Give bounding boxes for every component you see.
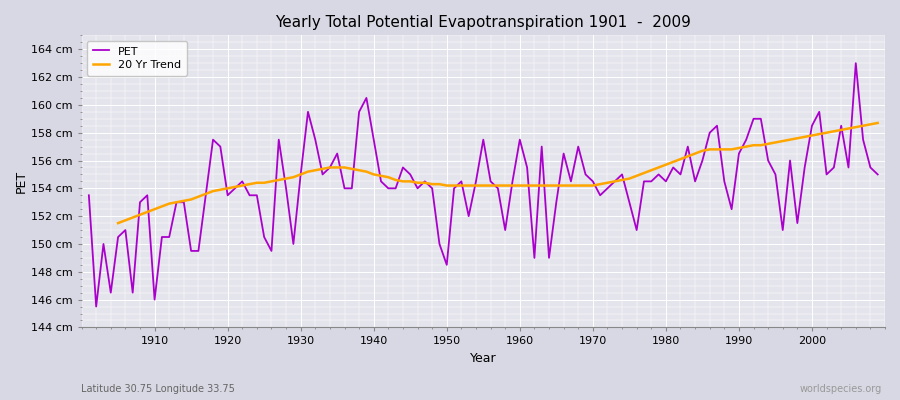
Y-axis label: PET: PET bbox=[15, 170, 28, 193]
20 Yr Trend bbox=[661, 162, 671, 167]
PET bbox=[515, 137, 526, 142]
PET bbox=[354, 110, 364, 114]
PET bbox=[872, 172, 883, 177]
20 Yr Trend bbox=[112, 221, 123, 226]
20 Yr Trend bbox=[858, 123, 868, 128]
Title: Yearly Total Potential Evapotranspiration 1901  -  2009: Yearly Total Potential Evapotranspiratio… bbox=[275, 15, 691, 30]
20 Yr Trend bbox=[441, 183, 452, 188]
PET bbox=[522, 165, 533, 170]
Line: 20 Yr Trend: 20 Yr Trend bbox=[118, 123, 878, 223]
20 Yr Trend bbox=[668, 160, 679, 164]
X-axis label: Year: Year bbox=[470, 352, 497, 365]
PET bbox=[91, 304, 102, 309]
PET bbox=[850, 61, 861, 66]
20 Yr Trend bbox=[215, 187, 226, 192]
PET bbox=[310, 137, 320, 142]
PET bbox=[149, 297, 160, 302]
20 Yr Trend bbox=[872, 120, 883, 125]
Text: worldspecies.org: worldspecies.org bbox=[800, 384, 882, 394]
PET bbox=[84, 193, 94, 198]
PET bbox=[609, 179, 620, 184]
Text: Latitude 30.75 Longitude 33.75: Latitude 30.75 Longitude 33.75 bbox=[81, 384, 235, 394]
Legend: PET, 20 Yr Trend: PET, 20 Yr Trend bbox=[87, 41, 187, 76]
Line: PET: PET bbox=[89, 63, 878, 306]
20 Yr Trend bbox=[120, 218, 130, 223]
